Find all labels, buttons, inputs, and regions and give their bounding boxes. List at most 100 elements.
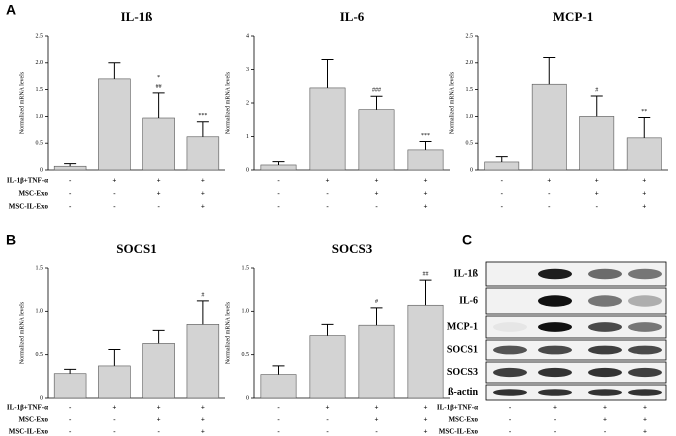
error-bar (321, 323, 334, 336)
y-tick-label: 0.5 (466, 141, 474, 147)
treatment-sign: - (113, 428, 116, 436)
chart-title: IL-1ß (121, 9, 153, 24)
error-bar (196, 300, 209, 325)
treatment-sign: + (375, 404, 379, 412)
y-tick-label: 0.5 (242, 352, 250, 358)
error-bar (64, 368, 77, 374)
treatment-sign: - (277, 428, 280, 436)
treatment-sign: - (554, 416, 557, 424)
blot-band (628, 322, 662, 332)
treatment-sign: - (69, 203, 72, 211)
treatment-sign: - (69, 428, 72, 436)
treatment-sign: - (277, 203, 280, 211)
bar (484, 161, 520, 171)
blot-band (493, 389, 527, 396)
treatment-sign: - (113, 190, 116, 198)
treatment-sign: - (326, 190, 329, 198)
y-tick-label: 0.5 (36, 352, 44, 358)
treatment-sign: + (112, 177, 116, 185)
blot-label: MCP-1 (447, 321, 478, 332)
significance-mark: ## (156, 84, 162, 90)
treatment-sign: - (501, 203, 504, 211)
error-bar (272, 161, 285, 165)
treatment-sign: + (595, 190, 599, 198)
y-tick-label: 1.0 (36, 309, 44, 315)
blot-label: SOCS3 (447, 367, 478, 378)
treatment-sign: - (509, 428, 512, 436)
y-tick-label: 1.5 (36, 87, 44, 93)
bar (358, 109, 395, 171)
treatment-sign: - (277, 416, 280, 424)
y-tick-label: 0.5 (36, 141, 44, 147)
treatment-sign: + (642, 203, 646, 211)
blot-band (628, 268, 662, 280)
blot-band (538, 268, 572, 280)
significance-mark: ## (423, 272, 429, 278)
blot-band (628, 345, 662, 355)
blot-band (588, 367, 622, 378)
blot-label: ß-actin (448, 387, 478, 398)
bar (186, 324, 220, 399)
treatment-sign: + (642, 190, 646, 198)
treatment-label: MSC-Exo (18, 190, 48, 198)
treatment-label: IL-1β+TNF-α (7, 177, 48, 185)
blot-band (538, 389, 572, 396)
treatment-sign: - (277, 177, 280, 185)
treatment-sign: - (157, 203, 160, 211)
treatment-sign: + (201, 177, 205, 185)
blot-label: IL-1ß (454, 268, 479, 279)
y-axis-label: Normalized mRNA levels (449, 71, 455, 134)
treatment-sign: - (326, 428, 329, 436)
treatment-sign: + (157, 416, 161, 424)
panel-label: C (462, 232, 472, 248)
y-tick-label: 0 (470, 167, 473, 173)
y-axis-label: Normalized mRNA levels (225, 71, 231, 134)
bar (53, 373, 87, 399)
y-tick-label: 2 (246, 100, 249, 106)
treatment-label: IL-1β+TNF-α (437, 404, 478, 412)
error-bar (495, 156, 508, 162)
bar (98, 78, 131, 171)
bar (142, 343, 175, 399)
treatment-sign: - (501, 177, 504, 185)
chart-title: IL-6 (340, 9, 365, 24)
chart-title: SOCS1 (116, 241, 156, 256)
error-bar (108, 62, 121, 79)
error-bar (272, 365, 285, 375)
treatment-label: MSC-Exo (18, 416, 48, 424)
significance-mark: *** (198, 113, 207, 119)
error-bar (152, 92, 165, 119)
treatment-sign: + (643, 428, 647, 436)
treatment-label: MSC-IL-Exo (439, 428, 479, 436)
treatment-sign: - (509, 404, 512, 412)
y-tick-label: 4 (246, 33, 249, 39)
treatment-sign: - (326, 203, 329, 211)
treatment-sign: - (548, 203, 551, 211)
blot-band (588, 295, 622, 307)
blot-band (493, 322, 527, 332)
error-bar (638, 116, 651, 138)
treatment-sign: + (424, 190, 428, 198)
blot-band (493, 345, 527, 355)
panel-label: B (6, 232, 16, 248)
y-tick-label: 1 (246, 134, 249, 140)
blot-frame (485, 339, 667, 361)
treatment-sign: - (326, 416, 329, 424)
treatment-sign: - (277, 404, 280, 412)
treatment-sign: + (157, 177, 161, 185)
bar (407, 304, 444, 399)
treatment-sign: - (113, 203, 116, 211)
bar (260, 374, 297, 399)
y-axis-label: Normalized mRNA levels (225, 301, 231, 364)
error-bar (321, 58, 334, 88)
treatment-sign: - (375, 428, 378, 436)
treatment-sign: - (604, 428, 607, 436)
treatment-sign: - (157, 428, 160, 436)
treatment-sign: + (643, 416, 647, 424)
error-bar (108, 348, 121, 366)
treatment-sign: - (113, 416, 116, 424)
blot-frame (485, 361, 667, 384)
bar (358, 324, 395, 399)
blot-band (538, 295, 572, 307)
